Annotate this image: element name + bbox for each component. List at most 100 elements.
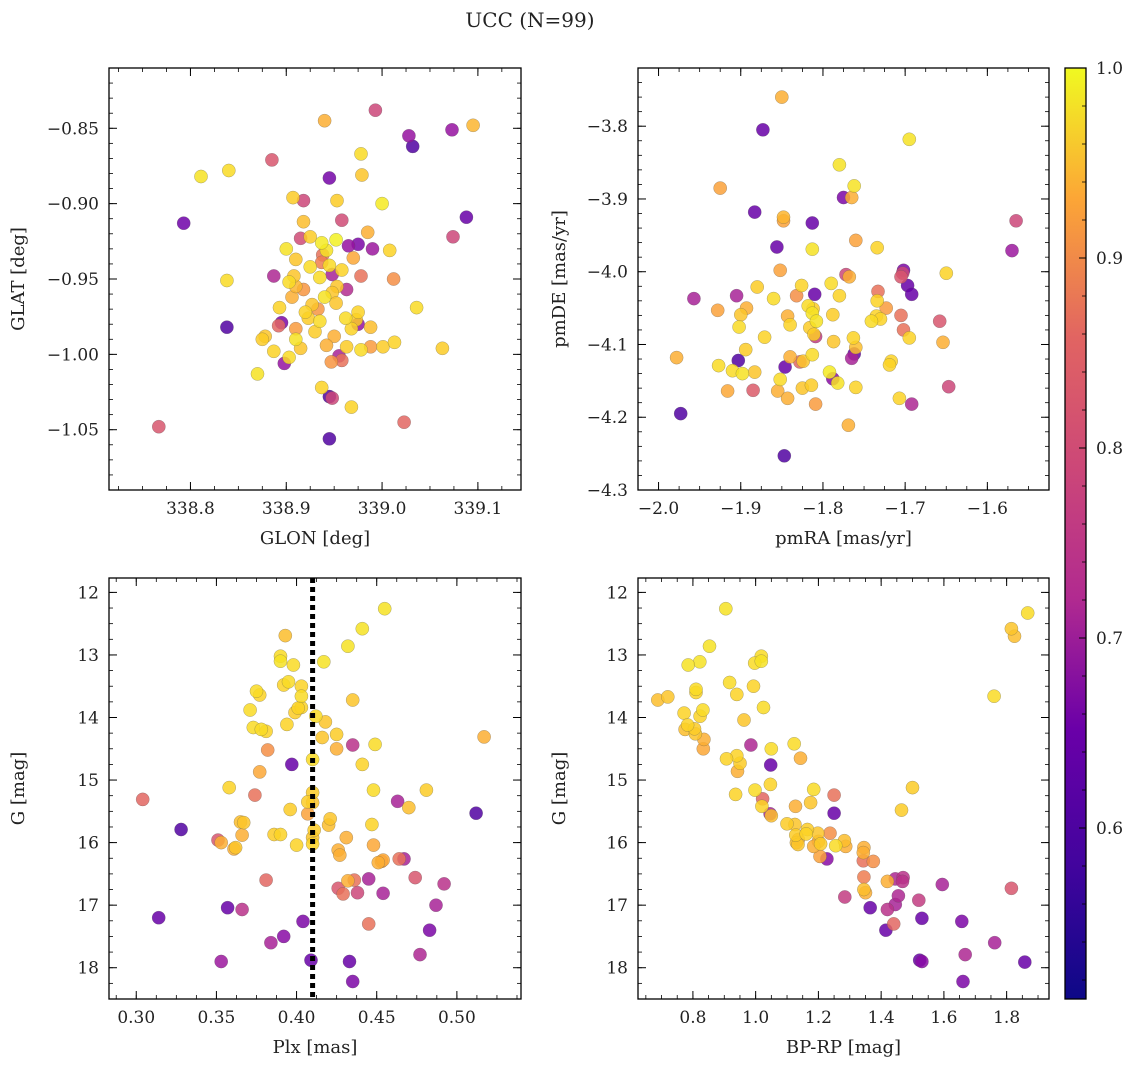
data-point <box>327 329 342 344</box>
data-point <box>720 384 735 398</box>
data-point <box>322 258 337 273</box>
colorbar-gradient <box>1065 68 1086 999</box>
data-point <box>220 900 235 915</box>
data-point <box>799 827 814 841</box>
data-point <box>894 803 909 817</box>
data-point <box>1005 243 1019 258</box>
data-point <box>151 910 166 925</box>
data-point <box>250 367 265 381</box>
y-tick-label: 15 <box>606 771 628 791</box>
data-point <box>341 874 355 888</box>
data-point <box>286 190 300 205</box>
y-tick-label: 13 <box>606 646 628 666</box>
data-point <box>689 682 703 697</box>
y-tick-label: −3.9 <box>587 190 628 210</box>
data-point <box>266 344 281 359</box>
y-tick-label: 12 <box>606 583 628 603</box>
data-point <box>734 307 748 322</box>
data-point <box>857 870 871 884</box>
data-point <box>956 974 970 989</box>
data-point <box>838 890 852 904</box>
data-point <box>354 147 368 161</box>
data-point <box>870 240 885 255</box>
data-point <box>806 782 821 797</box>
data-point <box>323 812 338 826</box>
data-point <box>376 886 390 901</box>
data-point <box>317 290 332 304</box>
data-point <box>849 233 863 248</box>
data-point <box>987 689 1001 704</box>
data-point <box>891 889 906 903</box>
data-point <box>787 737 802 751</box>
data-point <box>844 190 859 205</box>
data-point <box>754 654 769 669</box>
y-tick-label: −0.85 <box>47 119 99 139</box>
data-point <box>282 275 296 289</box>
data-point <box>276 929 291 944</box>
data-point <box>329 742 344 756</box>
data-point <box>151 419 166 434</box>
data-point <box>303 260 318 274</box>
data-point <box>361 917 376 931</box>
data-point <box>846 331 861 345</box>
data-point <box>341 639 355 654</box>
data-point <box>271 318 286 333</box>
y-axis: −3.8 −3.9 −4.0 −4.1 −4.2 −4.3 <box>587 82 1049 501</box>
data-point <box>314 380 329 395</box>
data-point <box>312 314 327 329</box>
panel-1: 338.8 338.9 339.0 339.1 −0.85 −0.90 −0.95 −1.00… <box>8 67 522 549</box>
data-point <box>895 874 910 889</box>
data-point <box>259 873 273 887</box>
y-tick-label: 17 <box>606 896 628 916</box>
scatter-points <box>651 601 1035 989</box>
data-point <box>278 628 293 643</box>
x-tick-label: 1.0 <box>742 1008 769 1028</box>
data-point <box>696 703 710 717</box>
data-point <box>360 225 375 240</box>
y-tick-label: −1.05 <box>47 421 99 441</box>
data-point <box>935 877 950 892</box>
x-tick-label: 0.8 <box>679 1008 706 1028</box>
data-point <box>329 296 343 310</box>
data-point <box>757 330 772 345</box>
data-point <box>265 153 279 167</box>
data-point <box>746 383 760 398</box>
data-point <box>477 730 491 744</box>
data-point <box>732 320 746 334</box>
data-point <box>731 353 746 368</box>
y-tick-label: 18 <box>77 959 99 979</box>
data-point <box>371 855 386 870</box>
data-point <box>329 727 344 742</box>
x-tick-label: −2.0 <box>638 499 679 519</box>
data-point <box>710 303 725 318</box>
data-point <box>408 870 423 885</box>
colorbar-tick-label: 0.6 <box>1096 819 1123 839</box>
x-axis-label: GLON [deg] <box>260 528 370 549</box>
data-point <box>842 269 857 284</box>
data-point <box>886 917 901 931</box>
data-point <box>713 181 728 195</box>
data-point <box>228 840 243 855</box>
data-point <box>823 826 837 841</box>
x-axis-label: BP-RP [mag] <box>786 1037 901 1058</box>
data-point <box>345 693 360 707</box>
data-point <box>777 448 792 463</box>
y-axis: −0.85 −0.90 −0.95 −1.00 −1.05 <box>47 82 521 476</box>
data-point <box>775 90 789 104</box>
colorbar-tick-label: 0.8 <box>1096 439 1123 459</box>
data-point <box>273 654 288 669</box>
data-point <box>826 307 840 322</box>
y-tick-label: 14 <box>77 708 99 728</box>
data-point <box>214 835 228 850</box>
x-tick-label: −1.9 <box>720 499 761 519</box>
data-point <box>466 118 480 133</box>
data-point <box>376 339 390 354</box>
data-point <box>756 700 771 715</box>
y-tick-label: −4.2 <box>587 408 628 428</box>
data-point <box>345 974 360 989</box>
x-tick-label: 1.4 <box>868 1008 895 1028</box>
data-point <box>958 947 973 962</box>
y-axis: 12 13 14 15 16 17 18 <box>606 583 1049 1000</box>
panel-2: −2.0 −1.9 −1.8 −1.7 −1.6 −3.8 −3.9 −4.0 −4.1 −4.2… <box>549 67 1050 549</box>
data-point <box>334 213 349 227</box>
